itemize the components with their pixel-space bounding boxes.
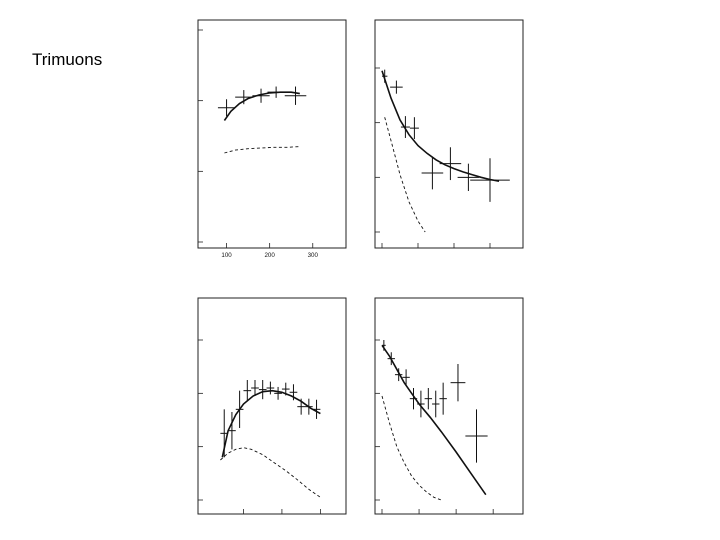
- decays-curve: [220, 447, 321, 498]
- panel-frame: [374, 297, 524, 515]
- x-tick-label: 200: [264, 252, 275, 259]
- slide-title: Trimuons: [32, 50, 103, 69]
- x-tick-label: 300: [308, 252, 319, 259]
- decays-curve: [384, 117, 426, 233]
- decays-curve: [381, 395, 442, 501]
- cc-model-curve: [381, 70, 500, 182]
- x-tick-label: 100: [221, 252, 232, 259]
- chart-panel-3: [197, 297, 347, 515]
- cc-model-curve: [381, 344, 487, 496]
- cc-model-curve: [223, 91, 300, 121]
- decays-curve: [224, 146, 300, 154]
- panel-frame: [197, 19, 347, 249]
- cc-model-curve: [221, 389, 321, 458]
- chart-panel-2: [374, 19, 524, 249]
- chart-panel-4: [374, 297, 524, 515]
- panel-frame: [374, 19, 524, 249]
- panel-frame: [197, 297, 347, 515]
- chart-panel-1: 100 200 300: [197, 19, 347, 259]
